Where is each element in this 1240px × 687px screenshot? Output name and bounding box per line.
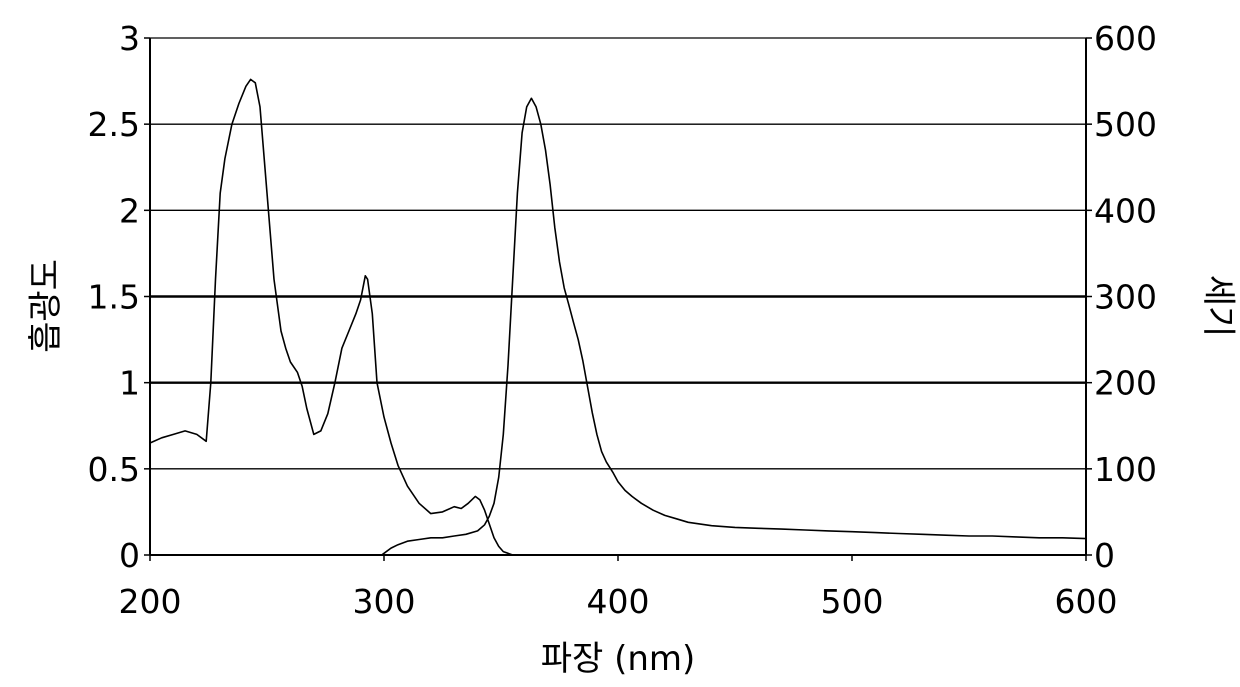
x-tick-label: 500 xyxy=(821,582,884,621)
absorbance-series-line xyxy=(150,79,1086,555)
y-left-tick-label: 2 xyxy=(119,191,140,230)
y-right-tick-label: 600 xyxy=(1094,19,1157,58)
x-tick-label: 400 xyxy=(587,582,650,621)
y-left-tick-label: 3 xyxy=(119,19,140,58)
y-right-tick-label: 200 xyxy=(1094,364,1157,403)
y-right-tick-label: 500 xyxy=(1094,105,1157,144)
grid-layer xyxy=(150,124,1086,469)
y-right-tick-label: 300 xyxy=(1094,278,1157,317)
y-axis-left-title: 흡광도 xyxy=(26,259,66,353)
y-right-tick-label: 100 xyxy=(1094,450,1157,489)
x-tick-label: 300 xyxy=(353,582,416,621)
y-left-tick-label: 0 xyxy=(119,536,140,575)
intensity-series-line xyxy=(379,98,1086,555)
y-axis-right-title: 세기 xyxy=(1198,275,1238,338)
y-left-tick-label: 2.5 xyxy=(88,105,140,144)
y-left-tick-label: 0.5 xyxy=(88,450,140,489)
x-tick-label: 600 xyxy=(1055,582,1118,621)
y-right-tick-label: 0 xyxy=(1094,536,1115,575)
x-tick-label: 200 xyxy=(119,582,182,621)
ticks-layer: 0 0.5 1 1.5 2 2.5 3 0 100 200 300 400 500 600 200 300 40… xyxy=(88,19,1157,621)
y-right-tick-label: 400 xyxy=(1094,191,1157,230)
y-left-tick-label: 1.5 xyxy=(88,278,140,317)
x-axis-title: 파장 (nm) xyxy=(541,639,696,679)
y-left-tick-label: 1 xyxy=(119,364,140,403)
series-layer xyxy=(150,79,1086,555)
